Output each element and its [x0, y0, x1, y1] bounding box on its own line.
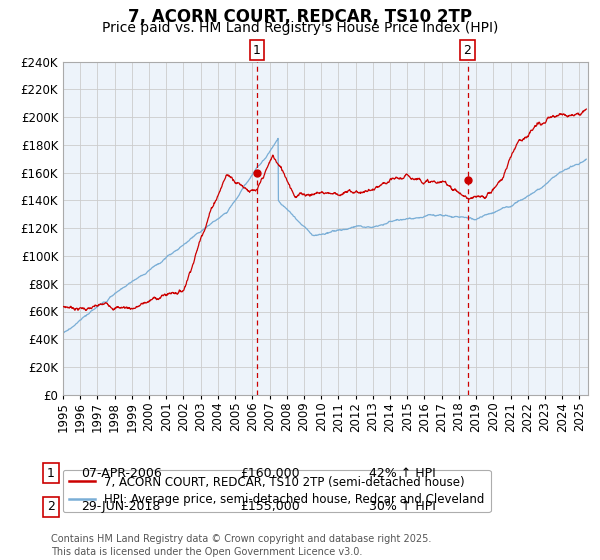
Text: 2: 2 [47, 500, 55, 514]
Legend: 7, ACORN COURT, REDCAR, TS10 2TP (semi-detached house), HPI: Average price, semi: 7, ACORN COURT, REDCAR, TS10 2TP (semi-d… [63, 470, 491, 512]
Text: 29-JUN-2018: 29-JUN-2018 [81, 500, 160, 514]
Text: £155,000: £155,000 [240, 500, 300, 514]
Text: Contains HM Land Registry data © Crown copyright and database right 2025.
This d: Contains HM Land Registry data © Crown c… [51, 534, 431, 557]
Text: 1: 1 [253, 44, 261, 57]
Text: 07-APR-2006: 07-APR-2006 [81, 466, 162, 480]
Text: 7, ACORN COURT, REDCAR, TS10 2TP: 7, ACORN COURT, REDCAR, TS10 2TP [128, 8, 472, 26]
Text: Price paid vs. HM Land Registry's House Price Index (HPI): Price paid vs. HM Land Registry's House … [102, 21, 498, 35]
Text: 2: 2 [464, 44, 472, 57]
Text: 30% ↑ HPI: 30% ↑ HPI [369, 500, 436, 514]
Text: 42% ↑ HPI: 42% ↑ HPI [369, 466, 436, 480]
Text: £160,000: £160,000 [240, 466, 299, 480]
Text: 1: 1 [47, 466, 55, 480]
